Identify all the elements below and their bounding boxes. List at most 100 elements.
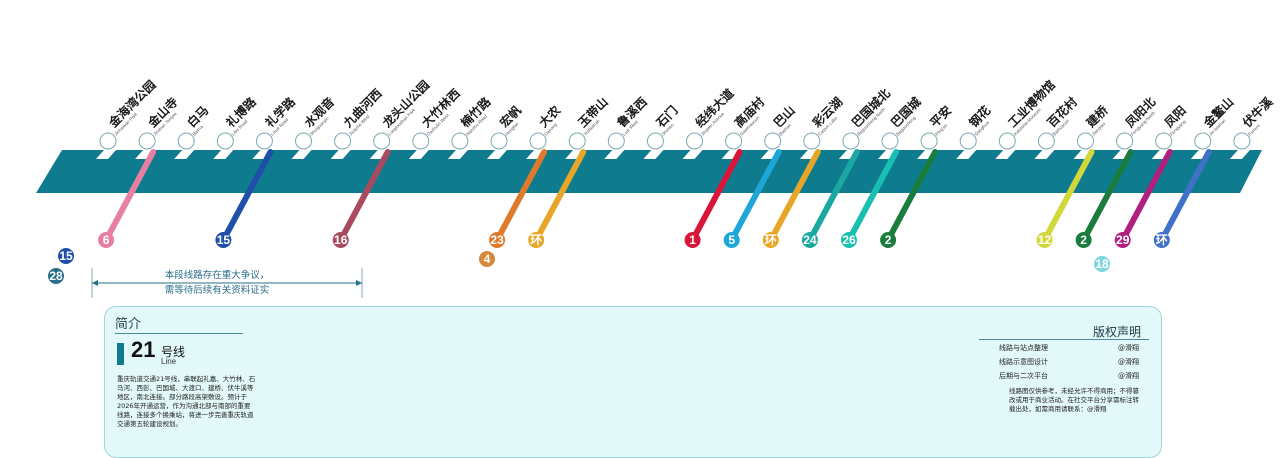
station-code: 28 [1159, 136, 1169, 146]
station-notch [330, 150, 351, 159]
station-code-ring [138, 132, 156, 150]
station-code-ring [764, 132, 782, 150]
transfer-16[interactable]: 16 [332, 149, 391, 248]
copyright-note: 线路图仅供参考，未经允许不得商用；不得篡改或用于商业活动。在社交平台分享需标注转… [1009, 387, 1139, 413]
transfer-label: 26 [842, 233, 856, 247]
station-notch [447, 150, 468, 159]
line-badge-28[interactable]: 28 [48, 268, 64, 284]
transfer-26[interactable]: 26 [841, 149, 899, 248]
station-notch [174, 150, 195, 159]
transfer-环[interactable]: 环 [528, 149, 587, 248]
transfer-badge [1114, 232, 1131, 248]
station-code-ring [295, 132, 312, 150]
badge-label: 15 [59, 249, 73, 263]
station-code: 02 [142, 136, 152, 146]
station-code: 15 [650, 136, 660, 146]
station-code: 19 [807, 136, 817, 146]
transfer-2[interactable]: 2 [880, 149, 939, 248]
copyright-title: 版权声明 [1092, 325, 1141, 339]
transfer-badge [762, 232, 779, 248]
line-suffix: 号线 [161, 345, 186, 359]
station-code: 25 [1041, 136, 1051, 146]
station-code: 01 [103, 136, 113, 146]
station-notch [995, 150, 1016, 159]
station-code: 29 [1198, 136, 1208, 146]
line-badge-4[interactable]: 4 [479, 251, 495, 267]
station-code: 12 [533, 136, 543, 146]
transfer-label: 环 [1156, 233, 1168, 247]
copyright-row: 线路示意图设计 @滑翔 [999, 355, 1139, 369]
transfer-badge [684, 232, 701, 248]
station-code-ring [412, 132, 430, 150]
line-badge-18[interactable]: 18 [1094, 256, 1110, 272]
transfer-badge [1153, 232, 1170, 248]
transfer-line [767, 149, 821, 243]
transfer-badge [841, 232, 857, 248]
transfer-label: 12 [1038, 233, 1052, 247]
station-code-ring [216, 132, 234, 150]
dispute-note-line1: 本段线路存在重大争议， [165, 269, 270, 281]
station-code-ring [1155, 132, 1173, 150]
transfer-badge [1075, 232, 1092, 248]
transfer-line [103, 149, 157, 243]
station-code: 24 [1002, 136, 1012, 146]
transfer-12[interactable]: 12 [1036, 149, 1095, 248]
line-badge-15[interactable]: 15 [58, 248, 74, 264]
transfer-badge [880, 232, 897, 248]
transfer-24[interactable]: 24 [801, 149, 860, 248]
station-code-ring [1194, 132, 1212, 150]
copyright-rows: 线路与站点整理 @滑翔 线路示意图设计 @滑翔 后期与二次平台 @滑翔 [999, 341, 1139, 383]
transfer-1[interactable]: 1 [684, 149, 743, 248]
transfer-label: 5 [728, 233, 735, 247]
station-code-ring [725, 132, 743, 150]
transfer-23[interactable]: 23 [489, 149, 548, 248]
station-code: 20 [846, 136, 856, 146]
transfer-环[interactable]: 环 [1153, 149, 1212, 248]
station-code: 05 [259, 136, 269, 146]
transfer-15[interactable]: 15 [215, 149, 274, 248]
transfer-环[interactable]: 环 [762, 149, 821, 248]
transfer-5[interactable]: 5 [723, 149, 782, 248]
transfer-line [533, 149, 587, 243]
badge-circle [479, 251, 495, 267]
transfer-badge [489, 232, 506, 248]
transfer-line [220, 149, 274, 243]
station-code-ring [881, 132, 899, 150]
badge-circle [58, 248, 74, 264]
station-code-ring [334, 132, 352, 150]
station-code-ring [1077, 132, 1094, 150]
station-notch [1229, 150, 1250, 159]
intro-title: 简介 [115, 317, 142, 332]
transfer-2[interactable]: 2 [1075, 149, 1134, 248]
transfer-29[interactable]: 29 [1114, 149, 1173, 248]
transfer-6[interactable]: 6 [98, 149, 157, 248]
station-code-ring [646, 132, 664, 150]
copyright-row: 后期与二次平台 @滑翔 [999, 369, 1139, 383]
line-english: Line [161, 357, 177, 366]
station-code-ring [998, 132, 1016, 150]
